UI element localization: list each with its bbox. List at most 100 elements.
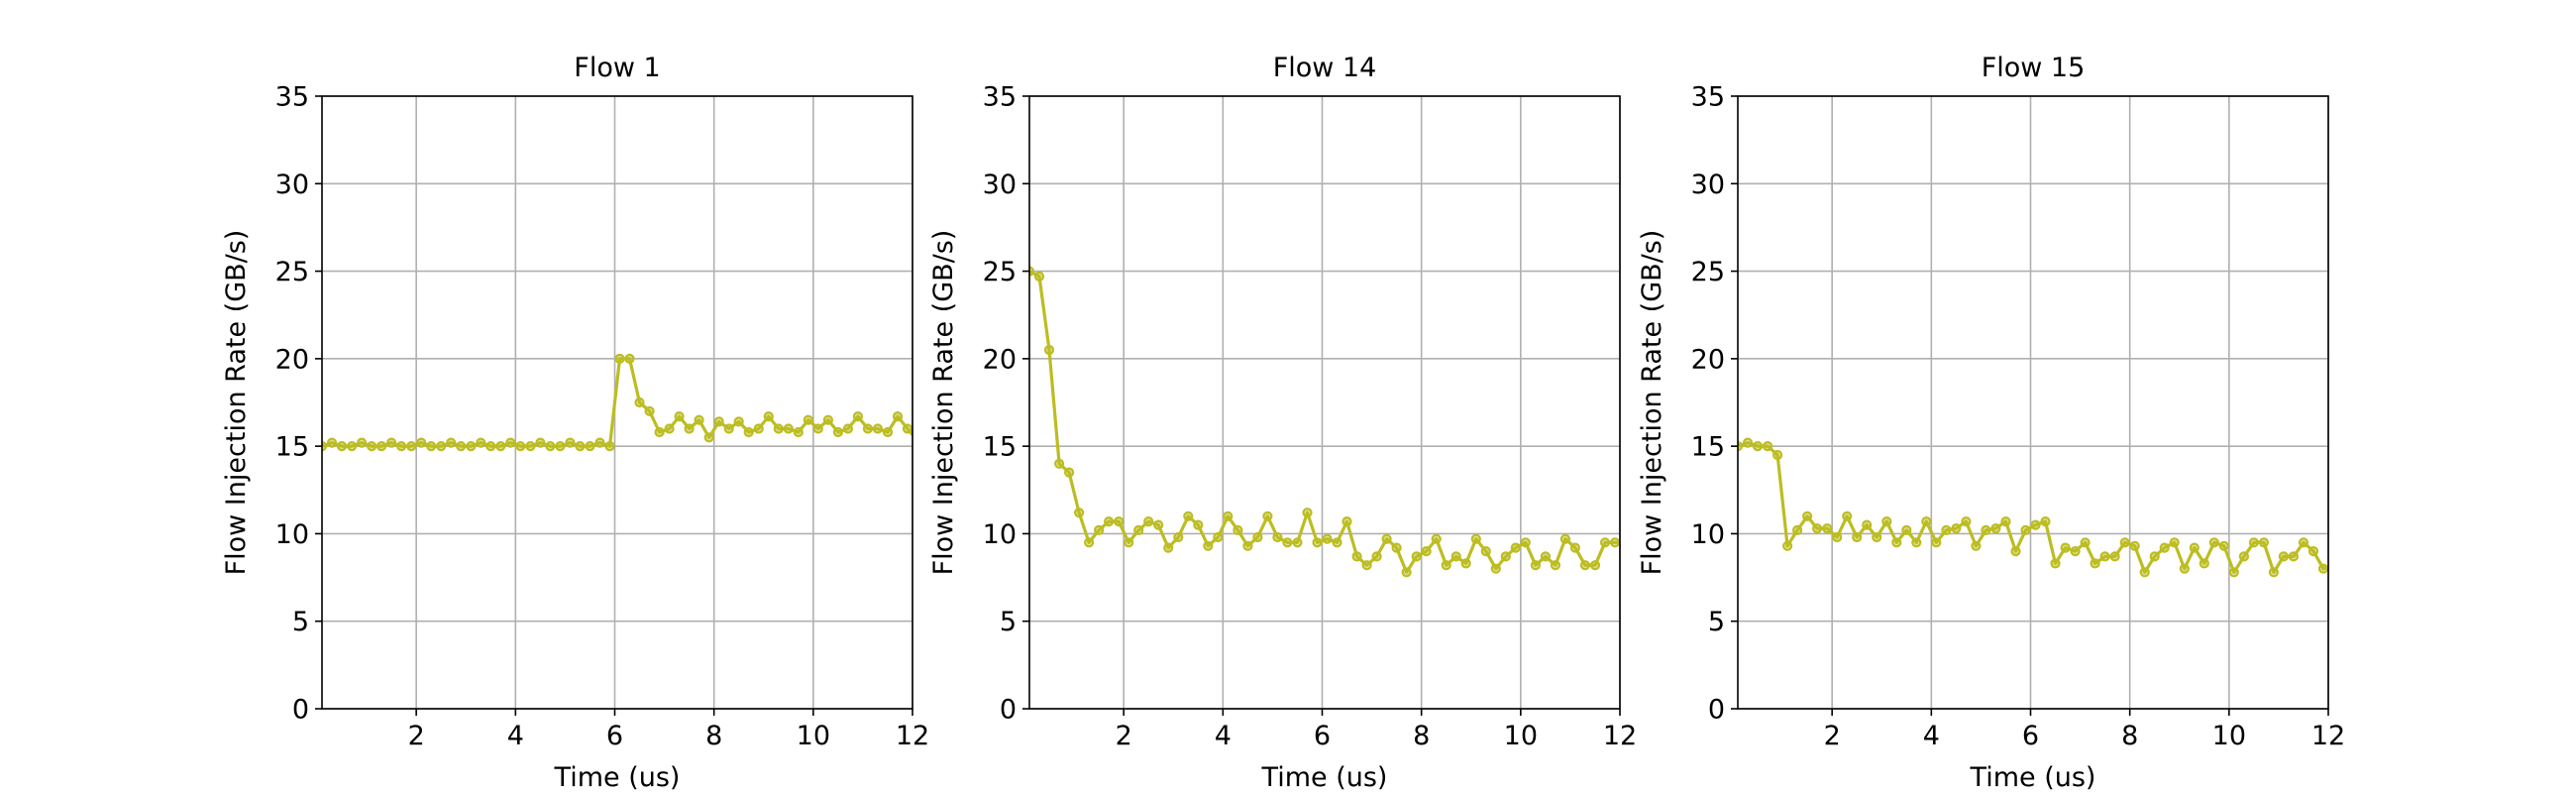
data-point [2218, 540, 2229, 551]
data-point [1282, 537, 1293, 548]
chart-title: Flow 14 [1273, 53, 1377, 83]
data-point [842, 423, 854, 434]
data-point [2099, 551, 2110, 562]
x-tick-label: 12 [1603, 721, 1637, 751]
data-point [1183, 510, 1194, 521]
plot-frame [1737, 95, 2329, 710]
plot-frame [321, 95, 913, 710]
x-tick-label: 6 [2022, 721, 2039, 751]
chart-panel-flow-14: 2 4 6 8 10 12 0 5 10 15 20 25 30 35 Flow 14 Time (us) Fl… [928, 53, 1637, 793]
y-tick-label: 0 [292, 695, 309, 726]
data-point [793, 426, 804, 438]
data-point [1460, 558, 1471, 569]
data-point [644, 405, 655, 416]
data-point [1371, 551, 1382, 562]
data-point [604, 441, 615, 452]
data-point [2119, 537, 2130, 548]
data-point [1421, 545, 1432, 557]
data-point [2238, 551, 2249, 562]
data-point [713, 416, 724, 427]
grid-lines [1029, 95, 1621, 710]
data-point [2189, 542, 2200, 553]
data-point [614, 353, 625, 364]
data-point [347, 441, 358, 452]
data-point [1941, 524, 1952, 536]
y-tick-label: 5 [292, 607, 309, 637]
data-point [1579, 560, 1591, 571]
x-tick-label: 6 [1314, 721, 1331, 751]
data-point [2298, 537, 2309, 548]
data-point [1852, 531, 1863, 543]
data-point [1738, 441, 1744, 452]
data-point [2159, 542, 2170, 553]
data-point [1480, 545, 1491, 557]
y-tick-label: 25 [983, 257, 1017, 287]
data-point [2288, 551, 2299, 562]
data-point [1742, 437, 1754, 448]
x-tick-label: 12 [2311, 721, 2345, 751]
data-point [1342, 515, 1352, 527]
data-point [1752, 441, 1764, 452]
data-point [773, 423, 784, 434]
data-point [862, 423, 874, 434]
data-point [2010, 545, 2021, 557]
data-point [406, 441, 417, 452]
y-tick-label: 15 [275, 432, 309, 463]
data-point [1103, 515, 1115, 527]
data-point [2109, 551, 2120, 562]
chart-title: Flow 15 [1982, 53, 2086, 83]
data-point [525, 441, 536, 452]
data-point [1872, 531, 1882, 543]
y-tick-label: 25 [275, 257, 309, 287]
plot-frame [1028, 95, 1621, 710]
data-point [2268, 567, 2279, 578]
data-point [2199, 558, 2209, 569]
data-point [872, 423, 884, 434]
data-point [1811, 522, 1823, 534]
data-point [426, 441, 437, 452]
data-point [1901, 524, 1912, 536]
data-point [1193, 519, 1204, 530]
data-point [505, 437, 516, 448]
data-point [1951, 522, 1962, 534]
data-point [1822, 522, 1833, 534]
y-tick-label: 35 [983, 82, 1017, 113]
data-point [485, 441, 496, 452]
data-point [892, 411, 904, 422]
data-point [1441, 560, 1451, 571]
data-point [1510, 542, 1521, 553]
data-point [1262, 510, 1273, 521]
data-point [1842, 510, 1853, 521]
data-point [1223, 510, 1234, 521]
data-point [1781, 540, 1793, 551]
data-point [1931, 537, 1942, 548]
data-point [1470, 533, 1481, 544]
data-series [322, 353, 921, 452]
y-tick-label: 5 [1000, 607, 1017, 637]
data-point [1114, 515, 1125, 527]
data-point [2030, 519, 2041, 530]
data-point [2308, 545, 2319, 557]
data-point [684, 423, 695, 434]
data-point [2248, 537, 2259, 548]
data-point [723, 423, 734, 434]
data-point [1332, 537, 1342, 548]
data-point [1063, 467, 1075, 478]
data-point [436, 441, 447, 452]
x-tick-label: 10 [2212, 721, 2246, 751]
data-point [1322, 533, 1333, 544]
data-point [634, 396, 645, 408]
data-point [396, 441, 407, 452]
data-point [555, 441, 566, 452]
data-point [2020, 524, 2031, 536]
data-point [913, 437, 921, 445]
data-point [1490, 563, 1501, 574]
data-point [1401, 567, 1412, 578]
data-point [2327, 564, 2328, 567]
grid-lines [1738, 95, 2329, 710]
data-point [535, 437, 546, 448]
data-point [326, 437, 338, 448]
data-point [357, 437, 368, 448]
data-point [1619, 541, 1620, 544]
data-point [2080, 537, 2091, 548]
